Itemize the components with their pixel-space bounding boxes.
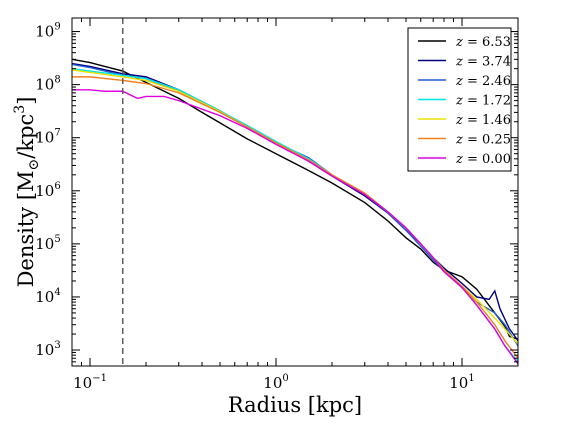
legend-entry-1: z = 3.74	[455, 55, 511, 70]
legend-entry-4: z = 1.46	[455, 113, 511, 128]
x-axis-title: Radius [kpc]	[228, 393, 362, 417]
y-axis-title-sun-symbol: ⊙	[26, 159, 42, 171]
y-axis-title-main: Density [M	[14, 170, 38, 287]
x-tick-label-1: 100	[263, 373, 288, 392]
y-axis-title-end: ]	[14, 97, 38, 105]
plot-frame	[71, 17, 519, 367]
y-axis-title-exponent: 3	[12, 105, 28, 114]
y-tick-label-0: 103	[35, 340, 60, 359]
y-tick-label-4: 107	[35, 128, 60, 147]
legend-entry-5: z = 0.25	[455, 133, 511, 148]
series-line-5	[72, 76, 518, 359]
y-tick-label-1: 104	[35, 287, 60, 306]
y-axis-title: Density [M⊙/kpc3]	[12, 97, 42, 288]
series-line-6	[72, 89, 518, 365]
legend-entry-2: z = 2.46	[455, 74, 511, 89]
x-tick-label-2: 101	[449, 373, 474, 392]
legend-entry-3: z = 1.72	[455, 94, 511, 109]
legend-entry-0: z = 6.53	[455, 35, 511, 50]
y-tick-label-3: 106	[35, 181, 60, 200]
series-layer	[72, 58, 518, 365]
legend-entry-6: z = 0.00	[455, 152, 511, 167]
y-axis-title-tail: /kpc	[14, 114, 38, 159]
y-tick-label-2: 105	[35, 234, 60, 253]
y-tick-label-6: 109	[35, 22, 60, 41]
x-tick-label-0: 10−1	[73, 373, 107, 392]
y-tick-label-5: 108	[35, 75, 60, 94]
ticks-layer: 10−1 100 101 103 104 105 106 107 108 109	[35, 18, 518, 392]
legend: z = 6.53 z = 3.74 z = 2.46 z = 1.72 z = 1.46…	[407, 27, 512, 172]
